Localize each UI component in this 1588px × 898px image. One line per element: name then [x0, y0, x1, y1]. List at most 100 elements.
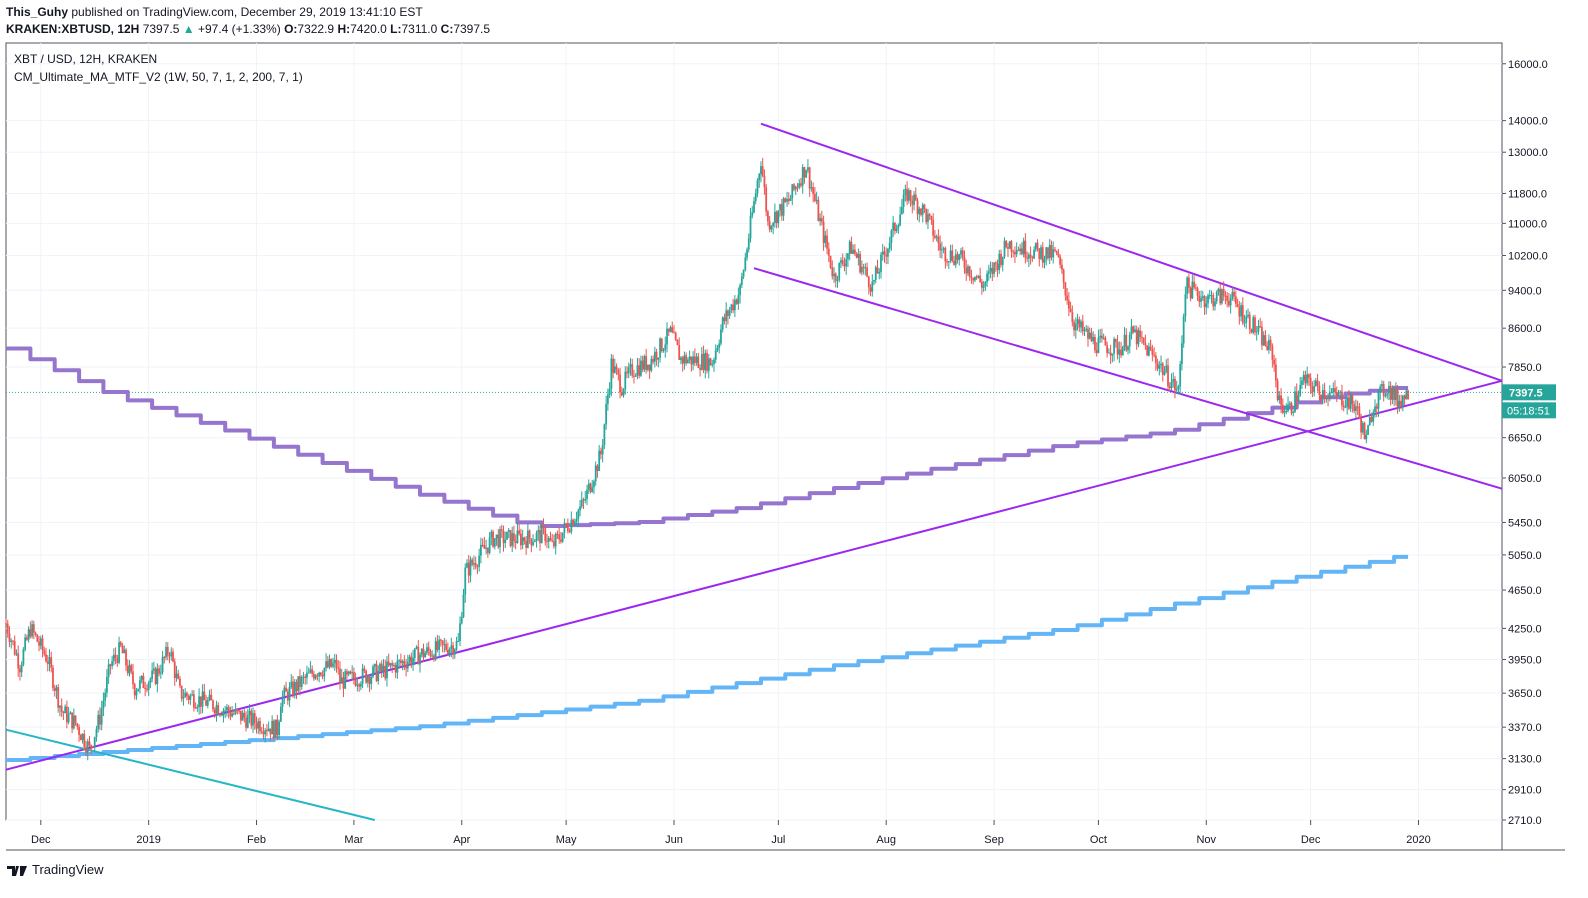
- candle-body: [589, 483, 592, 492]
- candle-body: [601, 445, 604, 455]
- candle-body: [598, 450, 601, 471]
- candle-body: [1360, 417, 1362, 433]
- candle-body: [657, 357, 660, 360]
- candle-body: [794, 186, 797, 190]
- candle-body: [582, 499, 585, 501]
- candle-body: [264, 730, 267, 735]
- candle-body: [36, 634, 39, 642]
- candle-body: [415, 646, 418, 649]
- candle-body: [1022, 240, 1025, 255]
- candle-body: [1288, 403, 1291, 405]
- high-label: H:: [337, 22, 351, 36]
- candle-body: [1250, 329, 1253, 333]
- candle-body: [1151, 349, 1154, 355]
- candle-body: [1130, 326, 1133, 335]
- candle-body: [803, 167, 806, 178]
- trendlines[interactable]: [5, 122, 1503, 821]
- candle-body: [1208, 295, 1211, 297]
- footer-brand[interactable]: TradingView: [6, 862, 104, 877]
- candle-body: [817, 199, 820, 221]
- candle-body: [443, 644, 446, 646]
- candle-body: [612, 358, 614, 373]
- candle-body: [1134, 329, 1136, 333]
- candle-body: [1097, 337, 1100, 353]
- candle-body: [735, 299, 738, 304]
- candle-body: [495, 534, 498, 539]
- candle-body: [765, 187, 768, 212]
- candle-body: [316, 675, 319, 677]
- candle-body: [476, 566, 479, 568]
- candle-body: [1391, 387, 1394, 400]
- candle-body: [118, 642, 120, 663]
- candle-body: [453, 649, 456, 655]
- time-axis[interactable]: Dec 2019 Feb Mar Apr May Jun Jul Aug Sep Oct Nov Dec…: [31, 820, 1431, 846]
- candle-body: [410, 656, 413, 665]
- candle-body: [379, 663, 381, 671]
- candle-body: [344, 671, 347, 689]
- price-tick-label: 6650.0: [1508, 433, 1542, 445]
- candle-body: [53, 688, 56, 691]
- candle-body: [1234, 296, 1237, 305]
- candle-body: [50, 657, 53, 668]
- candle-body: [791, 184, 794, 199]
- candle-body: [500, 529, 503, 531]
- candle-body: [196, 707, 199, 709]
- candle-body: [79, 735, 82, 741]
- candle-body: [384, 665, 387, 679]
- candle-body: [149, 679, 152, 683]
- candle-body: [711, 364, 714, 366]
- candle-body: [864, 267, 867, 269]
- ohlc-summary: KRAKEN:XBTUSD, 12H 7397.5 ▲ +97.4 (+1.33…: [6, 22, 490, 36]
- candle-body: [1181, 343, 1183, 365]
- price-tick-label: 8600.0: [1508, 323, 1542, 335]
- candle-body: [191, 694, 194, 696]
- candle-body: [826, 235, 828, 249]
- candle-body: [911, 200, 914, 205]
- candle-body: [667, 328, 670, 332]
- candle-body: [1335, 392, 1338, 397]
- candle-body: [685, 355, 688, 364]
- candle-body: [13, 641, 16, 655]
- candle-body: [1090, 332, 1093, 342]
- candle-body: [356, 684, 359, 686]
- candle-body: [857, 253, 860, 258]
- price-axis[interactable]: 16000.0 14000.0 13000.0 11800.0 11000.0 10200…: [1502, 59, 1548, 827]
- author-name[interactable]: This_Guhy: [6, 5, 69, 19]
- candle-body: [10, 640, 13, 642]
- up-triangle-icon: ▲: [182, 22, 195, 36]
- indicator-label[interactable]: CM_Ultimate_MA_MTF_V2 (1W, 50, 7, 1, 2, …: [14, 70, 303, 84]
- candle-body: [1219, 288, 1222, 304]
- candle-body: [1177, 386, 1180, 390]
- candle-body: [464, 567, 467, 595]
- candle-body: [486, 547, 489, 553]
- candle-body: [1048, 245, 1051, 259]
- candle-body: [365, 670, 367, 683]
- candle-body: [1407, 390, 1409, 400]
- candle-body: [426, 647, 428, 653]
- candle-body: [979, 275, 982, 282]
- candle-body: [674, 332, 677, 340]
- candle-body: [19, 668, 21, 673]
- candle-body: [605, 403, 608, 425]
- candle-body: [631, 364, 634, 376]
- candle-body: [377, 670, 380, 681]
- candle-body: [281, 696, 284, 707]
- price-tick-label: 16000.0: [1508, 59, 1548, 71]
- candle-body: [1292, 411, 1295, 414]
- candle-body: [746, 249, 748, 258]
- price-tick-label: 5450.0: [1508, 517, 1542, 529]
- candle-body: [1201, 296, 1204, 299]
- candle-body: [963, 257, 966, 268]
- candle-body: [1135, 329, 1138, 345]
- candle-body: [972, 277, 975, 281]
- candle-body: [1113, 339, 1115, 354]
- candle-body: [236, 708, 239, 711]
- candle-body: [387, 661, 390, 666]
- candle-body: [398, 660, 401, 662]
- candle-body: [699, 367, 701, 370]
- candle-body: [669, 327, 672, 332]
- candle-body: [1175, 389, 1178, 391]
- candle-body: [151, 670, 154, 680]
- candle-body: [641, 360, 644, 370]
